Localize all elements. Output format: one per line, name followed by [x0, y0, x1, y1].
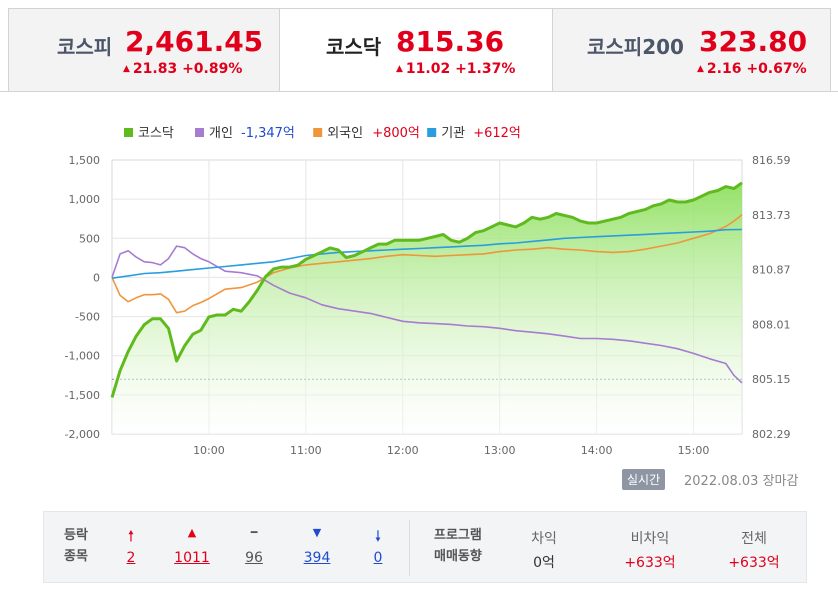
chart-axes: 1,500 1,000 500 0 -500 -1,000 -1,500 -2,000 816.… [65, 154, 791, 457]
tab-kospi-value: 2,461.45 [125, 25, 264, 58]
y-right-tick: 813.73 [752, 209, 791, 222]
y-left-tick: 0 [93, 271, 100, 284]
y-left-tick: -2,000 [65, 428, 100, 441]
program-arbitrage: 차익 0억 [531, 531, 557, 571]
chart-lines [110, 181, 743, 398]
y-left-tick: 1,000 [69, 193, 101, 206]
legend-label: 개인 [209, 126, 233, 141]
panel-divider [409, 520, 410, 576]
y-left-tick: 500 [79, 232, 100, 245]
legend-label: 외국인 [327, 126, 363, 141]
y-right-tick: 808.01 [752, 318, 791, 331]
unchanged-count[interactable]: ━ 96 [236, 526, 272, 566]
tab-kosdaq-value: 815.36 [396, 25, 505, 58]
unchanged-icon: ━ [250, 526, 258, 539]
lower-limit-count[interactable]: 🠗 0 [362, 526, 394, 566]
legend-item-2[interactable]: 외국인 +800억 [313, 126, 420, 141]
legend-item-0[interactable]: 코스닥 [124, 126, 174, 141]
program-non-arbitrage: 비차익 +633억 [624, 531, 676, 571]
rise-icon: ▲ [396, 64, 403, 74]
index-tabs: 코스피 2,461.45 ▲ 21.83 +0.89% 코스닥 815.36 ▲ 1… [0, 0, 838, 92]
x-tick: 12:00 [387, 444, 419, 457]
chart-legend: 코스닥 개인 -1,347억 외국인 +800억 기관 +612억 [124, 126, 521, 141]
tab-baseline [0, 91, 838, 92]
individual-line [111, 245, 743, 384]
legend-value: +800억 [372, 126, 420, 141]
rise-icon: ▲ [123, 64, 130, 74]
tab-kosdaq-change: ▲ 11.02 +1.37% [396, 61, 516, 77]
legend-item-1[interactable]: 개인 -1,347억 [195, 126, 295, 141]
x-tick: 14:00 [581, 444, 613, 457]
y-right-tick: 810.87 [752, 264, 791, 277]
lower-limit-icon: 🠗 [374, 527, 382, 545]
legend-label: 코스닥 [138, 126, 174, 141]
rise-count[interactable]: ▲ 1011 [168, 526, 216, 566]
tab-kospi-change: ▲ 21.83 +0.89% [123, 61, 243, 77]
program-trading-label: 프로그램 매매동향 [434, 528, 482, 564]
tab-kospi[interactable]: 코스피 2,461.45 ▲ 21.83 +0.89% [8, 8, 280, 92]
legend-swatch [195, 128, 204, 137]
legend-label: 기관 [441, 126, 465, 141]
legend-swatch [427, 128, 437, 137]
breadth-label: 등락 종목 [64, 528, 88, 564]
kosdaq-area-fill [112, 182, 742, 434]
rise-icon: ▲ [697, 64, 704, 74]
y-left-tick: -1,500 [65, 389, 100, 402]
kosdaq-line [110, 181, 743, 398]
rise-icon: ▲ [187, 526, 197, 539]
legend-swatch [124, 128, 133, 137]
market-breadth-panel: 등락 종목 🠕 2 ▲ 1011 ━ 96 ▼ 394 🠗 0 프로그램 매매동향 … [43, 511, 807, 583]
date-status: 2022.08.03 장마감 [684, 474, 799, 489]
x-tick: 13:00 [484, 444, 516, 457]
fall-count[interactable]: ▼ 394 [296, 526, 338, 566]
realtime-badge[interactable]: 실시간 [622, 469, 666, 490]
legend-swatch [313, 128, 323, 137]
kosdaq-area [112, 182, 742, 434]
tab-kospi200[interactable]: 코스피200 323.80 ▲ 2.16 +0.67% [552, 8, 831, 92]
y-left-tick: -1,000 [65, 350, 100, 363]
legend-value: +612억 [473, 126, 521, 141]
institution-line [111, 228, 743, 279]
tab-kospi200-change: ▲ 2.16 +0.67% [697, 61, 807, 77]
x-tick: 11:00 [290, 444, 322, 457]
fall-icon: ▼ [312, 526, 322, 539]
x-tick: 10:00 [193, 444, 225, 457]
tab-kospi200-value: 323.80 [699, 25, 808, 58]
program-total: 전체 +633억 [728, 531, 780, 571]
legend-value: -1,347억 [241, 126, 295, 141]
y-right-tick: 816.59 [752, 154, 791, 167]
foreign-line [111, 214, 743, 314]
legend-item-3[interactable]: 기관 +612억 [427, 126, 521, 141]
tab-kosdaq[interactable]: 코스닥 815.36 ▲ 11.02 +1.37% [279, 8, 553, 92]
tab-kospi-name: 코스피 [57, 35, 113, 59]
x-tick: 15:00 [678, 444, 710, 457]
y-right-tick: 805.15 [752, 373, 791, 386]
investor-trend-chart: 코스닥 개인 -1,347억 외국인 +800억 기관 +612억 1,500 1,000 50… [65, 126, 791, 457]
tab-kospi200-name: 코스피200 [587, 35, 684, 59]
y-right-tick: 802.29 [752, 428, 791, 441]
tab-kosdaq-name: 코스닥 [326, 35, 382, 59]
upper-limit-count[interactable]: 🠕 2 [114, 526, 148, 566]
y-left-tick: -500 [75, 311, 100, 324]
y-left-tick: 1,500 [69, 154, 101, 167]
upper-limit-icon: 🠕 [127, 527, 135, 545]
